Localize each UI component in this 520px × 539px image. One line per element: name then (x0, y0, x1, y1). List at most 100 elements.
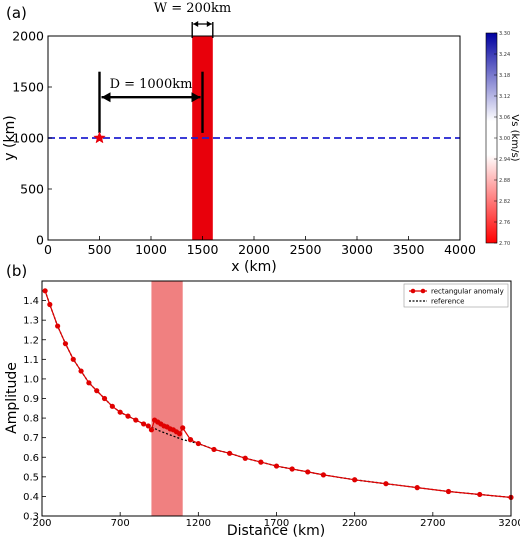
anomaly-point (70, 356, 76, 362)
anomaly-point (320, 472, 326, 478)
colorbar-tick-label: 2.94 (499, 157, 510, 163)
anomaly-point (117, 409, 123, 415)
panel-a-ytick-label: 500 (20, 182, 44, 197)
colorbar-tick-label: 3.24 (499, 52, 510, 58)
colorbar-tick-label: 2.88 (499, 178, 510, 184)
panel-b-ytick-label: 1.0 (23, 374, 39, 385)
panel-b-ytick-label: 0.3 (23, 512, 39, 523)
anomaly-point (187, 437, 194, 443)
panel-b-ytick-label: 1.2 (23, 335, 39, 346)
panel-a-ylabel: y (km) (2, 115, 18, 160)
panel-b-background (42, 281, 511, 516)
legend-marker-anomaly (410, 288, 416, 294)
anomaly-point (148, 427, 155, 433)
anomaly-point (145, 423, 151, 429)
colorbar-tick-label: 3.18 (499, 73, 510, 79)
anomaly-point (125, 413, 131, 419)
legend-label-anomaly: rectangular anomaly (431, 288, 504, 296)
panel-b-xtick-label: 2200 (342, 518, 367, 529)
anomaly-point (211, 446, 217, 453)
panel-b-ytick-label: 0.8 (23, 414, 39, 425)
anomaly-point (94, 388, 100, 394)
anomaly-point (101, 395, 108, 402)
panel-a-xtick-label: 500 (88, 242, 112, 257)
legend-box (403, 283, 509, 308)
colorbar: 3.30 3.24 3.18 3.12 3.06 3.00 2.94 2.88 2.82 2.76… (485, 31, 510, 247)
colorbar-tick-label: 3.06 (499, 115, 510, 121)
anomaly-point (180, 425, 186, 431)
panel-a-xtick-label: 1500 (187, 242, 219, 257)
panel-b-ytick-label: 0.6 (23, 453, 39, 464)
width-arrow-head-left (193, 21, 199, 27)
panel-b-label: (b) (6, 262, 27, 280)
colorbar-tick-label: 3.12 (499, 94, 510, 100)
anomaly-point (86, 380, 92, 386)
anomaly-point (133, 417, 139, 423)
distance-label: D = 1000km (110, 77, 193, 92)
panel-b-xtick-label: 1200 (186, 518, 211, 529)
panel-a-xtick-label: 0 (44, 242, 52, 257)
legend: rectangular anomaly reference (403, 283, 509, 308)
colorbar-tick-label: 3.00 (499, 136, 510, 142)
panel-b-ytick-label: 1.3 (23, 316, 39, 327)
panel-b-xtick-label: 1700 (264, 518, 289, 529)
anomaly-point (242, 455, 248, 461)
panel-b-ytick-label: 0.4 (23, 492, 39, 503)
panel-a-xtick-label: 4000 (444, 242, 476, 257)
anomaly-point (47, 301, 53, 308)
anomaly-point (42, 288, 48, 294)
distance-arrow-head-right (191, 92, 201, 103)
anomaly-point (383, 481, 389, 487)
distance-arrow-head-left (101, 92, 111, 103)
colorbar-tick-label: 2.70 (499, 241, 510, 247)
panel-b-ytick-label: 0.9 (23, 394, 39, 405)
panel-a-xlabel: x (km) (231, 259, 276, 275)
panel-a-xtick-label: 3000 (341, 242, 373, 257)
legend-marker-anomaly-2 (420, 288, 426, 294)
anomaly-point (352, 477, 358, 483)
source-star (93, 131, 106, 144)
panel-b-ytick-label: 0.5 (23, 472, 39, 483)
panel-b-xtick-label: 200 (32, 518, 51, 529)
width-arrow-head-right (206, 21, 212, 27)
anomaly-point (141, 421, 147, 427)
panel-a-ytick-label: 1500 (12, 80, 44, 95)
panel-b-ylabel: Amplitude (4, 362, 20, 434)
colorbar-label: Vs (km/s) (509, 114, 520, 161)
anomaly-point (305, 469, 311, 475)
panel-b-xtick-label: 2700 (420, 518, 445, 529)
panel-b-xtick-label: 700 (111, 518, 130, 529)
panel-a-ytick-label: 2000 (12, 29, 44, 44)
width-label: W = 200km (154, 1, 232, 16)
legend-label-reference: reference (431, 298, 464, 306)
anomaly-point (258, 459, 264, 465)
anomaly-point (78, 368, 84, 374)
panel-b-ytick-label: 1.1 (23, 355, 39, 366)
panel-a-plot: W = 200km D = 1000km 0 500 1000 1500 2000 2500… (12, 1, 476, 257)
colorbar-tick-label: 2.82 (499, 199, 510, 205)
anomaly-point (195, 440, 201, 447)
colorbar-tick-label: 3.30 (499, 31, 510, 37)
panel-a-xtick-label: 3500 (393, 242, 425, 257)
shaded-anomaly-region (151, 281, 183, 516)
panel-a-xtick-label: 2000 (238, 242, 270, 257)
panel-a-annotations: W = 200km D = 1000km (98, 1, 232, 133)
panel-b-xlabel: Distance (km) (227, 523, 325, 539)
anomaly-point (109, 403, 115, 409)
anomaly-point (55, 323, 61, 329)
anomaly-point (289, 466, 295, 472)
panel-b-ytick-label: 0.7 (23, 433, 39, 444)
colorbar-tick-label: 2.76 (499, 220, 510, 226)
panel-a-xtick-label: 1000 (135, 242, 167, 257)
anomaly-point (445, 488, 452, 495)
panel-b-ytick-label: 1.4 (23, 296, 39, 307)
anomaly-point (414, 485, 420, 491)
anomaly-point (273, 463, 280, 469)
panel-a-ytick-label: 0 (36, 233, 44, 248)
anomaly-point (176, 431, 183, 437)
panel-a-label: (a) (6, 4, 27, 22)
anomaly-point (227, 450, 233, 456)
panel-a-ytick-label: 1000 (12, 131, 44, 146)
